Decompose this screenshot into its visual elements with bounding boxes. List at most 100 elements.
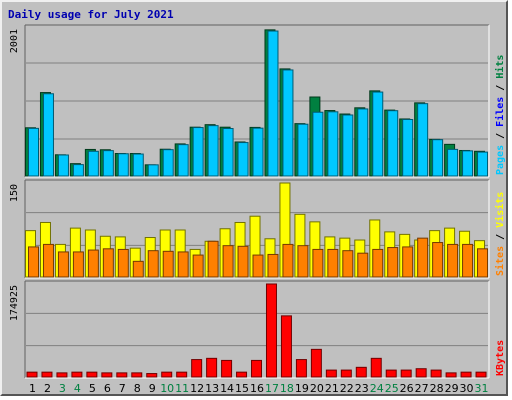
x-tick-label: 24 — [370, 382, 384, 395]
bar-sites-27 — [417, 237, 429, 278]
x-tick-label: 7 — [119, 382, 126, 395]
bar-sites-31 — [477, 248, 489, 278]
bar-files-25 — [387, 110, 399, 177]
x-tick-label: 21 — [325, 382, 339, 395]
bar-files-13 — [207, 125, 219, 177]
bar-files-31 — [477, 151, 489, 177]
x-tick-label: 25 — [385, 382, 399, 395]
bar-kbytes-19 — [295, 359, 307, 378]
bar-sites-14 — [222, 245, 234, 278]
bar-sites-30 — [462, 243, 474, 278]
bar-kbytes-3 — [56, 372, 68, 378]
bar-files-7 — [117, 153, 129, 177]
bar-kbytes-6 — [101, 372, 113, 378]
panel-0: 2001 Pages / Files / Hits — [9, 24, 506, 178]
bar-kbytes-31 — [475, 371, 487, 378]
bar-sites-1 — [28, 246, 39, 278]
x-tick-label: 28 — [430, 382, 444, 395]
bar-kbytes-1 — [26, 371, 38, 378]
x-tick-label: 5 — [89, 382, 96, 395]
legend-entry: / — [495, 127, 506, 145]
legend-entry: Sites — [494, 246, 506, 276]
x-tick-label: 27 — [415, 382, 429, 395]
bar-sites-19 — [297, 245, 309, 278]
bar-files-27 — [417, 103, 429, 177]
bar-sites-28 — [432, 242, 444, 278]
bar-kbytes-26 — [400, 369, 412, 378]
bar-files-22 — [342, 114, 354, 177]
x-tick-label: 20 — [310, 382, 324, 395]
x-tick-label: 8 — [134, 382, 141, 395]
bar-files-17 — [267, 30, 279, 177]
bar-sites-15 — [237, 245, 249, 278]
panel-legend: Sites / Visits — [494, 192, 506, 276]
bar-files-24 — [372, 91, 384, 177]
bar-sites-24 — [372, 248, 384, 278]
bar-files-19 — [297, 123, 309, 177]
bar-sites-7 — [117, 248, 129, 278]
bar-files-12 — [192, 127, 204, 177]
bar-sites-12 — [192, 254, 204, 278]
y-max-label: 174925 — [9, 285, 20, 321]
x-tick-label: 4 — [74, 382, 81, 395]
bar-kbytes-4 — [71, 371, 83, 378]
bar-kbytes-13 — [206, 357, 218, 378]
y-max-label: 2001 — [9, 29, 20, 53]
bar-sites-9 — [147, 250, 159, 278]
bar-kbytes-5 — [86, 371, 98, 378]
x-tick-label: 18 — [280, 382, 294, 395]
x-tick-label: 11 — [175, 382, 189, 395]
bar-sites-6 — [102, 248, 114, 278]
bar-kbytes-30 — [460, 371, 472, 378]
legend-entry: KBytes — [495, 340, 506, 376]
bar-files-16 — [252, 127, 264, 177]
bar-files-21 — [327, 111, 339, 177]
x-tick-label: 3 — [59, 382, 66, 395]
bar-files-15 — [237, 142, 249, 177]
bar-sites-2 — [42, 243, 54, 278]
bar-kbytes-7 — [116, 372, 128, 378]
legend-entry: Hits — [494, 55, 506, 79]
chart-title: Daily usage for July 2021 — [8, 8, 174, 21]
bar-sites-5 — [87, 249, 99, 278]
x-tick-label: 23 — [355, 382, 369, 395]
x-tick-label: 14 — [220, 382, 234, 395]
x-tick-label: 15 — [235, 382, 249, 395]
panel-1: 150 Sites / Visits — [9, 179, 506, 279]
bar-kbytes-18 — [280, 315, 292, 378]
bar-kbytes-12 — [191, 359, 203, 378]
x-tick-label: 9 — [149, 382, 156, 395]
bar-kbytes-23 — [355, 366, 367, 378]
bar-sites-4 — [72, 251, 84, 278]
bar-files-20 — [312, 111, 324, 177]
bar-sites-25 — [387, 247, 399, 278]
x-tick-label: 1 — [29, 382, 36, 395]
bar-sites-11 — [177, 251, 189, 278]
bar-kbytes-20 — [310, 348, 322, 378]
bar-kbytes-27 — [415, 368, 427, 378]
x-tick-label: 17 — [265, 382, 279, 395]
legend-entry: Visits — [494, 192, 506, 228]
bar-files-29 — [447, 148, 459, 177]
bar-files-30 — [462, 150, 474, 177]
bar-files-28 — [432, 139, 444, 177]
x-tick-label: 2 — [44, 382, 51, 395]
bar-kbytes-10 — [161, 371, 173, 378]
bar-sites-17 — [267, 253, 279, 278]
bar-kbytes-15 — [236, 371, 248, 378]
bar-kbytes-25 — [385, 369, 397, 378]
legend-entry: / — [495, 79, 506, 97]
bar-files-9 — [147, 164, 159, 177]
x-tick-label: 22 — [340, 382, 354, 395]
bar-kbytes-11 — [176, 371, 188, 378]
bar-kbytes-14 — [221, 359, 233, 378]
x-tick-label: 12 — [190, 382, 204, 395]
bar-kbytes-29 — [445, 372, 457, 378]
panel-legend: Pages / Files / Hits — [494, 55, 506, 175]
panel-2: 174925 KBytes — [9, 280, 506, 379]
legend-entry: Pages — [495, 145, 506, 175]
x-tick-label: 10 — [160, 382, 174, 395]
bar-files-8 — [132, 153, 144, 177]
bar-files-14 — [222, 128, 234, 177]
